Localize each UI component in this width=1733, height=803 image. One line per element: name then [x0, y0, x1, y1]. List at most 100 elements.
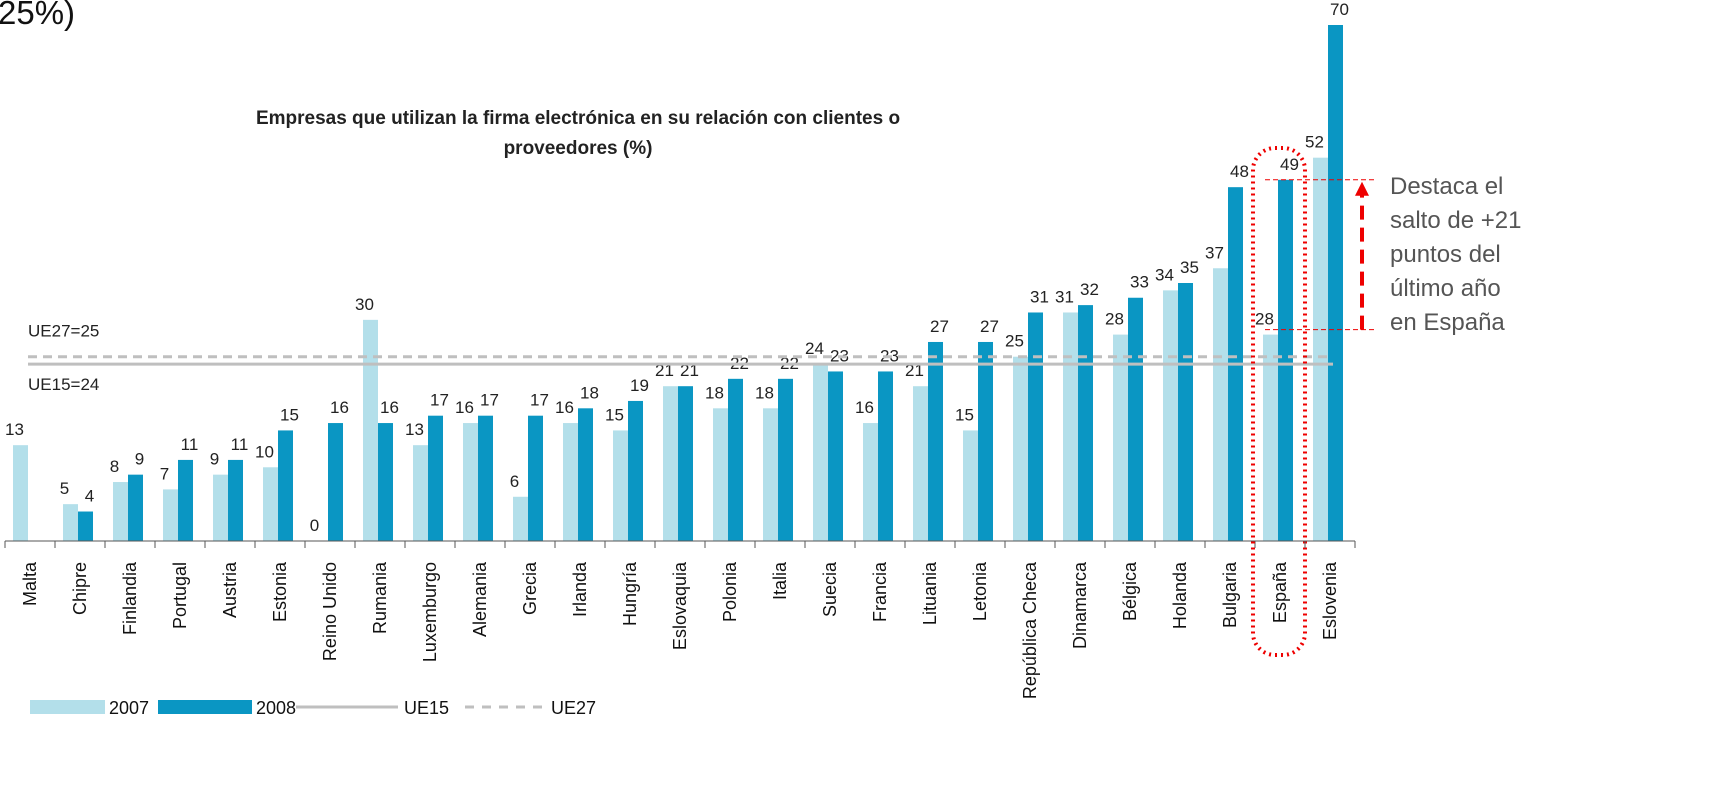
bar [1213, 268, 1228, 541]
x-tick-label: Finlandia [120, 561, 140, 635]
bar [463, 423, 478, 541]
data-label: 34 [1155, 265, 1174, 284]
x-tick-label: Grecia [520, 561, 540, 615]
data-label: 27 [930, 317, 949, 336]
data-label: 37 [1205, 243, 1224, 262]
x-tick-label: Francia [870, 561, 890, 622]
bar [563, 423, 578, 541]
data-label: 52 [1305, 133, 1324, 152]
data-label: 17 [530, 391, 549, 410]
x-tick-label: Polonia [720, 561, 740, 622]
data-label: 48 [1230, 162, 1249, 181]
annotation: en España [1390, 309, 1505, 336]
bar [728, 378, 743, 541]
legend-label: 2007 [109, 698, 149, 718]
annotation: salto de +21 [1390, 207, 1521, 234]
data-label: 15 [280, 405, 299, 424]
data-label: 8 [110, 457, 119, 476]
bar [1328, 25, 1343, 541]
bar [578, 408, 593, 541]
bar [1113, 334, 1128, 541]
legend-swatch [158, 700, 252, 714]
bar [1013, 356, 1028, 541]
bar [613, 430, 628, 541]
data-label: 21 [655, 361, 674, 380]
bar [478, 415, 493, 541]
bar [1178, 283, 1193, 541]
data-label: 5 [60, 479, 69, 498]
legend-label: 2008 [256, 698, 296, 718]
data-label: 16 [855, 398, 874, 417]
data-label: 6 [510, 472, 519, 491]
bar [628, 400, 643, 541]
data-label: 28 [1255, 310, 1274, 329]
bar [1263, 334, 1278, 541]
data-label: 16 [555, 398, 574, 417]
bar [828, 371, 843, 541]
bar [663, 386, 678, 541]
x-tick-label: Dinamarca [1070, 561, 1090, 649]
x-tick-label: Hungría [620, 561, 640, 626]
data-label: 7 [160, 464, 169, 483]
data-label: 27 [980, 317, 999, 336]
x-tick-label: Chipre [70, 562, 90, 615]
bar [1278, 179, 1293, 542]
bar [1128, 297, 1143, 541]
data-label: 31 [1030, 287, 1049, 306]
bar [963, 430, 978, 541]
bar [328, 423, 343, 541]
chart-title: Empresas que utilizan la firma electróni… [255, 108, 901, 159]
data-label: 49 [1280, 155, 1299, 174]
data-label: 16 [380, 398, 399, 417]
bar [213, 474, 228, 541]
bar [1063, 312, 1078, 541]
bar [863, 423, 878, 541]
bar [128, 474, 143, 541]
bar [528, 415, 543, 541]
data-label: 11 [231, 435, 249, 454]
reference-label: UE27=25 [28, 322, 99, 341]
header-fragment: 25%) [0, 0, 76, 31]
x-tick-label: Luxemburgo [420, 562, 440, 662]
bar [228, 459, 243, 541]
data-label: 15 [955, 405, 974, 424]
bar [78, 511, 93, 541]
bar [1028, 312, 1043, 541]
jump-arrowhead [1355, 181, 1369, 196]
x-tick-label: Italia [770, 561, 790, 600]
x-tick-label: Eslovaquia [670, 561, 690, 650]
x-tick-label: Holanda [1170, 561, 1190, 629]
bar [378, 423, 393, 541]
x-tick-label: Eslovenia [1320, 561, 1340, 640]
bar [813, 364, 828, 541]
data-label: 28 [1105, 310, 1124, 329]
bar [363, 319, 378, 541]
x-tick-label: España [1270, 561, 1290, 623]
data-label: 11 [181, 435, 199, 454]
bar [113, 482, 128, 541]
bar [178, 459, 193, 541]
data-label: 21 [680, 361, 699, 380]
data-label: 18 [755, 383, 774, 402]
data-label: 24 [805, 339, 824, 358]
data-label: 25 [1005, 332, 1024, 351]
x-tick-label: República Checa [1020, 561, 1040, 699]
data-label: 21 [905, 361, 924, 380]
bar [928, 341, 943, 541]
data-label: 13 [5, 420, 24, 439]
x-tick-label: Rumania [370, 561, 390, 634]
x-tick-label: Reino Unido [320, 562, 340, 661]
bar [1313, 157, 1328, 541]
bar [513, 496, 528, 541]
x-tick-label: Lituania [920, 561, 940, 625]
data-label: 32 [1080, 280, 1099, 299]
data-label: 9 [210, 450, 219, 469]
bar [278, 430, 293, 541]
annotation: Destaca el [1390, 173, 1503, 200]
x-tick-label: Portugal [170, 562, 190, 629]
data-label: 17 [430, 391, 449, 410]
data-label: 31 [1055, 287, 1074, 306]
bar [163, 489, 178, 541]
